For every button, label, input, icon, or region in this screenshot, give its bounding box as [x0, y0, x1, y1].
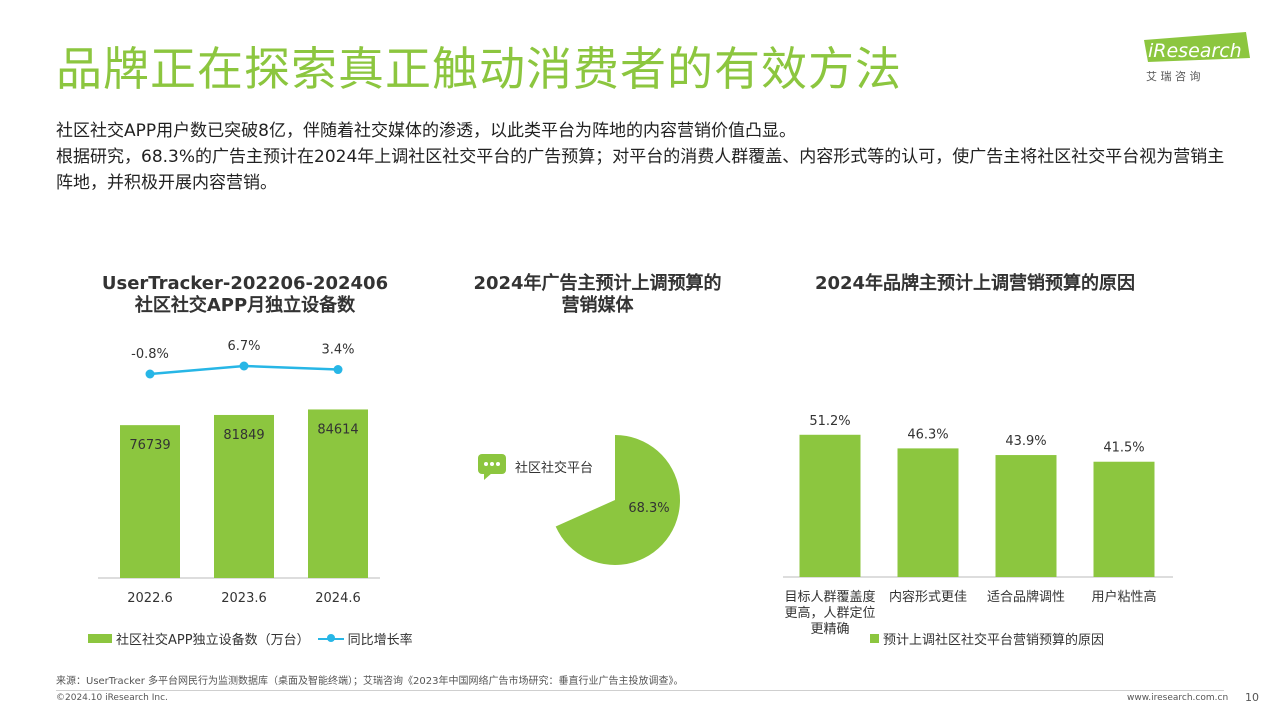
legend-line-swatch [317, 634, 344, 643]
chart3-title-line-1: 2024年品牌主预计上调营销预算的原因 [814, 273, 1136, 294]
bar-value-label: 46.3% [907, 427, 948, 442]
page-title: 品牌正在探索真正触动消费者的有效方法 [56, 42, 902, 96]
bar-reason-4 [1093, 461, 1155, 577]
x-tick-label: 目标人群覆盖度 [784, 589, 875, 605]
chart1-legend: 社区社交APP独立设备数（万台） 同比增长率 [88, 629, 413, 648]
x-tick-label: 内容形式更佳 [889, 589, 967, 605]
chart2-title: 2024年广告主预计上调预算的 营销媒体 [455, 273, 740, 317]
x-tick-label: 2023.6 [221, 591, 267, 606]
chart3-legend: 预计上调社区社交平台营销预算的原因 [870, 629, 1104, 648]
intro-paragraph-2: 根据研究，68.3%的广告主预计在2024年上调社区社交平台的广告预算；对平台的… [56, 147, 1225, 193]
pie-slice-label: 68.3% [628, 501, 669, 516]
chart1-title: UserTracker-202206-202406 社区社交APP月独立设备数 [90, 273, 400, 317]
legend-bar-swatch [88, 634, 112, 643]
growth-point [333, 365, 343, 375]
copyright: ©2024.10 iResearch Inc. [56, 693, 168, 703]
x-tick-label: 2022.6 [127, 591, 173, 606]
legend-line-label: 同比增长率 [347, 633, 413, 648]
bar-value-label: 81849 [223, 428, 264, 443]
pie-slice-name: 社区社交平台 [515, 460, 593, 476]
growth-label: 3.4% [321, 343, 354, 358]
growth-label: -0.8% [131, 347, 169, 362]
bar-2022.6 [120, 425, 180, 578]
bar-value-label: 76739 [129, 438, 170, 453]
logo-cn: 艾 瑞 咨 询 [1146, 69, 1201, 83]
growth-point [239, 361, 249, 371]
chart1-title-line-2: 社区社交APP月独立设备数 [134, 295, 356, 316]
logo-brand: iResearch [1148, 40, 1242, 62]
source-note: 来源：UserTracker 多平台网民行为监测数据库（桌面及智能终端）；艾瑞咨… [56, 676, 684, 687]
chart2-title-line-1: 2024年广告主预计上调预算的 [473, 273, 722, 294]
bar-reason-1 [799, 434, 861, 577]
chat-bubbles-icon [478, 454, 506, 480]
page-number: 10 [1245, 691, 1259, 704]
chart1-title-line-1: UserTracker-202206-202406 [101, 273, 389, 294]
bar-2024.6 [308, 409, 368, 578]
bar-value-label: 41.5% [1103, 441, 1144, 456]
device-count-chart: 76739 2022.6 81849 2023.6 84614 2024.6 -0.8% 6.… [98, 339, 380, 606]
legend3-label: 预计上调社区社交平台营销预算的原因 [883, 633, 1105, 648]
footer-divider [56, 690, 1224, 691]
x-tick-label: 适合品牌调性 [987, 589, 1065, 605]
chart2-title-line-2: 营销媒体 [561, 295, 634, 316]
media-pie-chart: 社区社交平台 68.3% [478, 435, 680, 565]
website: www.iresearch.com.cn [1127, 693, 1229, 703]
bar-reason-3 [995, 455, 1057, 577]
legend3-swatch [870, 634, 879, 643]
bar-value-label: 51.2% [809, 414, 850, 429]
x-tick-label: 更高，人群定位 [784, 605, 875, 621]
logo-mark: iResearch 艾 瑞 咨 询 [1144, 32, 1250, 83]
iresearch-logo: iResearch 艾 瑞 咨 询 [1138, 30, 1258, 86]
bar-value-label: 43.9% [1005, 434, 1046, 449]
growth-point [145, 369, 155, 379]
growth-label: 6.7% [227, 339, 260, 354]
intro-paragraph-1: 社区社交APP用户数已突破8亿，伴随着社交媒体的渗透，以此类平台为阵地的内容营销… [56, 121, 796, 141]
x-tick-label: 2024.6 [315, 591, 361, 606]
bar-value-label: 84614 [317, 422, 358, 437]
bar-2023.6 [214, 414, 274, 578]
x-tick-label: 更精确 [810, 622, 849, 637]
bar-reason-2 [897, 448, 959, 577]
pie-slice [555, 435, 680, 565]
chart3-title: 2024年品牌主预计上调营销预算的原因 [790, 273, 1160, 295]
x-tick-label: 用户粘性高 [1091, 589, 1156, 605]
legend-bar-label: 社区社交APP独立设备数（万台） [116, 633, 310, 648]
